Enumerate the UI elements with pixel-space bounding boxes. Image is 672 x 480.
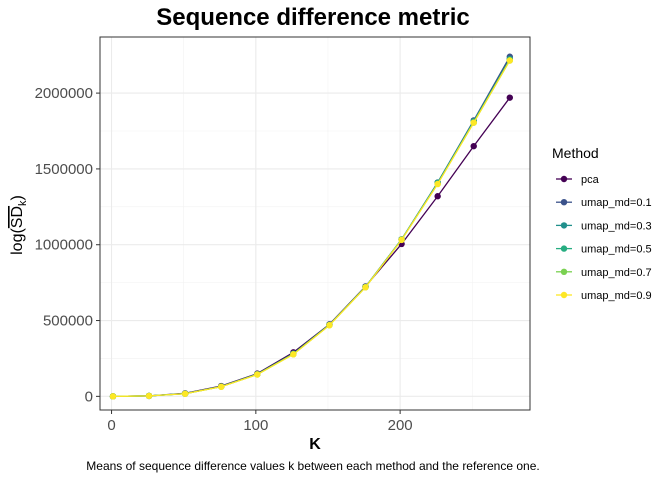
chart-title: Sequence difference metric [156, 4, 469, 31]
plot-panel-border [99, 36, 531, 411]
series-umap_md=0.3 [109, 55, 513, 400]
x-axis-title: K [309, 436, 321, 453]
series-umap_md=0.7 [109, 57, 513, 400]
x-tick-label: 100 [243, 417, 268, 434]
data-point [470, 119, 477, 126]
legend: Method pca umap_md=0.1 umap_md=0.3 umap_md=0… [552, 145, 652, 302]
series-line [112, 60, 511, 397]
data-point [398, 236, 405, 244]
data-point [506, 94, 513, 101]
series-pca [109, 94, 513, 400]
plot-series [109, 53, 513, 400]
data-point [181, 390, 189, 397]
y-tick-label: 1000000 [35, 237, 93, 254]
data-point [218, 383, 225, 391]
data-point [362, 284, 369, 291]
legend-item: pca [556, 174, 600, 186]
series-umap_md=0.1 [109, 53, 513, 400]
x-tick-label: 0 [107, 417, 115, 434]
data-point [470, 142, 477, 150]
data-point [506, 57, 513, 64]
grid [100, 37, 530, 410]
series-line [112, 59, 511, 397]
x-tick-label: 200 [388, 417, 413, 434]
y-tick-label: 1500000 [35, 161, 93, 178]
series-line [112, 97, 511, 397]
legend-title: Method [552, 145, 599, 161]
legend-label: umap_md=0.7 [581, 267, 652, 279]
legend-item: umap_md=0.5 [556, 244, 652, 256]
legend-key-point [560, 175, 568, 183]
legend-key-point [560, 199, 568, 206]
series-line [112, 60, 511, 397]
svg-text:log(SDk): log(SDk) [9, 195, 29, 255]
data-point [326, 322, 333, 329]
data-point [109, 393, 117, 400]
legend-label: umap_md=0.1 [581, 197, 652, 209]
data-point [434, 193, 441, 200]
data-point [290, 351, 297, 358]
legend-label: umap_md=0.9 [581, 290, 652, 302]
legend-item: umap_md=0.1 [556, 197, 652, 209]
legend-label: umap_md=0.3 [581, 220, 652, 232]
legend-key-point [560, 245, 568, 252]
legend-label: umap_md=0.5 [581, 244, 652, 256]
series-umap_md=0.5 [109, 56, 513, 400]
y-axis-title: log(SDk) [9, 195, 29, 255]
legend-item: umap_md=0.7 [556, 267, 652, 279]
data-point [434, 180, 441, 188]
legend-item: umap_md=0.3 [556, 220, 652, 232]
series-line [112, 56, 511, 397]
axes: 0 100 200 0 500000 1000000 1500000 2000000 [35, 85, 413, 434]
y-tick-label: 0 [85, 388, 93, 405]
legend-key-point [560, 222, 568, 229]
data-point [254, 371, 261, 378]
series-umap_md=0.9 [109, 57, 513, 400]
legend-key-point [560, 291, 568, 299]
y-tick-label: 2000000 [35, 85, 93, 102]
chart-caption: Means of sequence difference values k be… [86, 459, 539, 473]
series-line [112, 58, 511, 397]
y-tick-label: 500000 [43, 313, 93, 330]
legend-label: pca [581, 174, 600, 186]
data-point [145, 392, 153, 400]
legend-item: umap_md=0.9 [556, 290, 652, 302]
legend-key-point [560, 268, 568, 275]
